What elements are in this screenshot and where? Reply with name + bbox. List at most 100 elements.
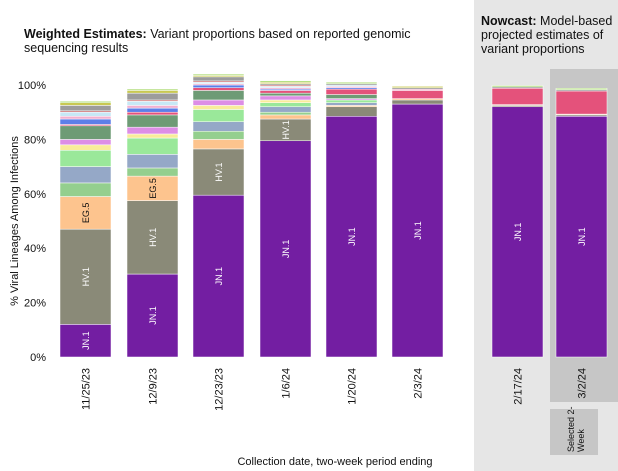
- bar-segment: [59, 116, 112, 120]
- bar-segment: [192, 105, 245, 110]
- y-axis-label: % Viral Lineages Among Infections: [9, 136, 21, 306]
- bar-segment: [192, 194, 245, 358]
- bar-segment: [126, 114, 179, 128]
- bar-segment: [192, 99, 245, 106]
- bar-segment: [59, 125, 112, 140]
- x-tick-label: 2/3/24: [413, 368, 425, 399]
- bar-segment: [325, 82, 378, 84]
- bar-segment: [126, 111, 179, 116]
- bar-segment: [259, 92, 312, 97]
- segment-label: JN.1: [347, 227, 357, 246]
- bar-segment: [391, 86, 444, 88]
- bar-segment: [192, 109, 245, 122]
- bar-segment: [192, 130, 245, 140]
- segment-label: JN.1: [214, 267, 224, 286]
- bar-segment: [126, 88, 179, 91]
- bar-segment: [59, 102, 112, 106]
- segment-label: EG.5: [81, 203, 91, 224]
- segment-label: JN.1: [81, 331, 91, 350]
- bar-segment: [259, 111, 312, 116]
- selected-week-label-box: [550, 409, 598, 455]
- bar-segment: [491, 85, 544, 88]
- bar-segment: [126, 101, 179, 106]
- bar-segment: [259, 140, 312, 358]
- segment-label: JN.1: [577, 227, 587, 246]
- segment-label: HV.1: [81, 267, 91, 286]
- bar-segment: [491, 88, 544, 105]
- bar-segment: [59, 118, 112, 125]
- bar-segment: [555, 116, 608, 358]
- bar-segment: [126, 154, 179, 169]
- bar-segment: [391, 99, 444, 105]
- x-tick-label: 3/2/24: [577, 368, 589, 399]
- bar-segment: [259, 106, 312, 113]
- x-tick-label: 2/17/24: [513, 368, 525, 405]
- segment-label: JN.1: [413, 221, 423, 240]
- x-tick-label: 11/25/23: [81, 368, 93, 410]
- y-tick-label: 60%: [24, 189, 46, 201]
- bar-segment: [59, 139, 112, 146]
- x-tick-label: 1/20/24: [347, 368, 359, 405]
- bar-segment: [126, 273, 179, 358]
- bar-segment: [126, 90, 179, 94]
- segment-label: EG.5: [148, 178, 158, 199]
- selected-week-label: Selected 2-Week: [566, 406, 586, 452]
- bar-segment: [192, 148, 245, 196]
- segment-label: JN.1: [281, 240, 291, 259]
- weighted-estimates-title: Weighted Estimates: Variant proportions …: [24, 27, 411, 55]
- bar-segment: [192, 90, 245, 101]
- y-tick-label: 100%: [18, 80, 46, 92]
- bar-segment: [59, 144, 112, 151]
- bar-segment: [192, 121, 245, 132]
- x-axis-label: Collection date, two-week period ending: [237, 456, 433, 468]
- bar-segment: [126, 167, 179, 177]
- x-tick-label: 1/6/24: [281, 368, 293, 399]
- y-tick-label: 20%: [24, 298, 46, 310]
- segment-label: HV.1: [148, 228, 158, 247]
- bar-segment: [126, 200, 179, 275]
- x-tick-label: 12/9/23: [148, 368, 160, 405]
- y-tick-label: 80%: [24, 134, 46, 146]
- bar-segment: [325, 106, 378, 117]
- bar-segment: [59, 166, 112, 184]
- bar-segment: [59, 105, 112, 112]
- bar-segment: [325, 102, 378, 106]
- segment-label: JN.1: [513, 223, 523, 242]
- bar-segment: [59, 101, 112, 103]
- segment-label: HV.1: [281, 120, 291, 139]
- bar-segment: [192, 76, 245, 82]
- bar-segment: [325, 88, 378, 95]
- bar-segment: [126, 105, 179, 109]
- bar-segment: [259, 99, 312, 103]
- bar-segment: [126, 133, 179, 139]
- bar-segment: [491, 106, 544, 358]
- bar-segment: [555, 90, 608, 115]
- bar-segment: [192, 87, 245, 91]
- y-tick-label: 0%: [30, 352, 46, 364]
- bar-segment: [259, 90, 312, 94]
- bar-segment: [555, 88, 608, 90]
- bar-segment: [325, 99, 378, 103]
- bar-segment: [126, 137, 179, 155]
- bar-segment: [192, 73, 245, 76]
- bar-segment: [59, 182, 112, 197]
- bar-segment: [59, 196, 112, 230]
- bar-segment: [391, 103, 444, 358]
- bar-segment: [59, 150, 112, 167]
- bar-segment: [59, 111, 112, 117]
- bar-segment: [126, 175, 179, 201]
- bar-segment: [192, 139, 245, 150]
- nowcast-title: Nowcast: Model-based projected estimates…: [481, 14, 613, 56]
- bar-segment: [259, 114, 312, 120]
- bar-segment: [126, 126, 179, 135]
- bar-segment: [192, 84, 245, 88]
- y-tick-label: 40%: [24, 243, 46, 255]
- bar-segment: [259, 102, 312, 108]
- bar-segment: [126, 92, 179, 101]
- bar-segment: [259, 80, 312, 83]
- bar-segment: [391, 90, 444, 99]
- segment-label: HV.1: [214, 162, 224, 181]
- bar-segment: [259, 95, 312, 101]
- bar-segment: [325, 94, 378, 99]
